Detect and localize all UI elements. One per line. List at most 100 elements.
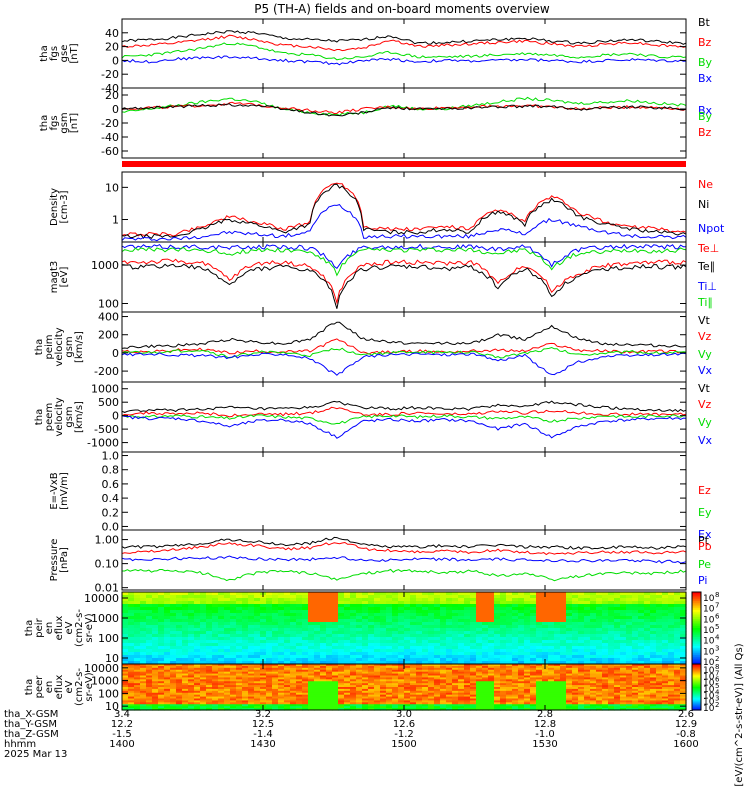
heatmap-cell xyxy=(290,692,297,696)
heatmap-cell xyxy=(560,683,567,686)
heatmap-cell xyxy=(590,610,597,614)
heatmap-cell xyxy=(206,664,213,667)
heatmap-cell xyxy=(560,688,567,692)
heatmap-cell xyxy=(350,685,357,688)
heatmap-cell xyxy=(308,613,315,617)
heatmap-cell xyxy=(362,592,369,596)
heatmap-cell xyxy=(266,679,273,682)
heatmap-cell xyxy=(680,702,687,705)
heatmap-cell xyxy=(248,646,255,650)
heatmap-cell xyxy=(224,690,231,694)
heatmap-cell xyxy=(326,610,333,614)
heatmap-cell xyxy=(146,631,153,635)
heatmap-cell xyxy=(338,607,345,611)
heatmap-cell xyxy=(620,595,627,599)
heatmap-cell xyxy=(218,616,225,620)
heatmap-cell xyxy=(518,688,525,692)
heatmap-cell xyxy=(518,690,525,694)
heatmap-cell xyxy=(386,692,393,696)
heatmap-cell xyxy=(656,700,663,703)
heatmap-cell xyxy=(638,655,645,659)
heatmap-cell xyxy=(542,688,549,692)
heatmap-cell xyxy=(362,640,369,644)
heatmap-cell xyxy=(368,690,375,694)
heatmap-cell xyxy=(344,652,351,656)
heatmap-cell xyxy=(578,683,585,686)
heatmap-cell xyxy=(608,694,615,698)
colorbar-tick-label: 10 xyxy=(703,605,715,615)
heatmap-cell xyxy=(158,679,165,682)
heatmap-cell xyxy=(512,625,519,629)
heatmap-cell xyxy=(446,601,453,605)
heatmap-cell xyxy=(164,610,171,614)
heatmap-cell xyxy=(146,692,153,696)
heatmap-cell xyxy=(668,665,675,669)
heatmap-cell xyxy=(458,658,465,662)
heatmap-cell xyxy=(482,616,489,620)
colorbar-swatch xyxy=(692,670,701,673)
heatmap-cell xyxy=(140,601,147,605)
heatmap-cell xyxy=(188,640,195,644)
heatmap-cell xyxy=(410,655,417,659)
heatmap-cell xyxy=(530,665,537,669)
heatmap-cell xyxy=(428,696,435,700)
heatmap-cell xyxy=(614,649,621,653)
heatmap-cell xyxy=(578,688,585,692)
heatmap-cell xyxy=(452,646,459,650)
heatmap-cell xyxy=(134,616,141,620)
heatmap-cell xyxy=(392,622,399,626)
heatmap-cell xyxy=(344,625,351,629)
heatmap-cell xyxy=(518,616,525,620)
heatmap-cell xyxy=(602,649,609,653)
heatmap-cell xyxy=(500,702,507,705)
heatmap-cell xyxy=(272,661,279,665)
heatmap-cell xyxy=(500,616,507,620)
heatmap-cell xyxy=(152,634,159,638)
heatmap-cell xyxy=(512,704,519,707)
heatmap-cell xyxy=(146,685,153,688)
heatmap-cell xyxy=(356,658,363,662)
heatmap-cell xyxy=(614,675,621,679)
heatmap-cell xyxy=(290,685,297,688)
heatmap-cell xyxy=(458,671,465,675)
figure-title: P5 (TH-A) fields and on-board moments ov… xyxy=(254,2,550,16)
heatmap-cell xyxy=(596,598,603,602)
heatmap-cell xyxy=(140,658,147,662)
colorbar-swatch xyxy=(692,703,701,705)
heatmap-cell xyxy=(584,677,591,680)
heatmap-cell xyxy=(422,649,429,653)
heatmap-cell xyxy=(230,702,237,705)
heatmap-cell xyxy=(536,690,543,694)
heatmap-cell xyxy=(308,702,315,705)
heatmap-cell xyxy=(614,690,621,694)
heatmap-cell xyxy=(218,702,225,705)
heatmap-cell xyxy=(482,640,489,644)
heatmap-cell xyxy=(164,619,171,623)
heatmap-cell xyxy=(350,634,357,638)
heatmap-cell xyxy=(344,685,351,688)
heatmap-cell xyxy=(188,681,195,684)
colorbar-swatch xyxy=(692,676,701,679)
heatmap-cell xyxy=(566,683,573,686)
heatmap-cell xyxy=(386,634,393,638)
heatmap-cell xyxy=(326,598,333,602)
heatmap-cell xyxy=(284,607,291,611)
heatmap-cell xyxy=(452,625,459,629)
heatmap-cell xyxy=(350,687,357,690)
heatmap-cell xyxy=(476,637,483,641)
heatmap-cell xyxy=(590,595,597,599)
heatmap-cell xyxy=(248,700,255,703)
heatmap-cell xyxy=(326,704,333,707)
heatmap-cell xyxy=(470,665,477,669)
heatmap-cell xyxy=(512,675,519,679)
heatmap-cell xyxy=(548,616,555,620)
heatmap-cell xyxy=(296,694,303,698)
heatmap-cell xyxy=(212,637,219,641)
heatmap-cell xyxy=(200,634,207,638)
heatmap-cell xyxy=(176,652,183,656)
heatmap-cell xyxy=(572,667,579,671)
time-axis: tha_X-GSM tha_Y-GSM tha_Z-GSM hhmm 2025 … xyxy=(4,709,699,760)
heatmap-cell xyxy=(476,640,483,644)
heatmap-cell xyxy=(170,698,177,702)
heatmap-cell xyxy=(578,604,585,608)
